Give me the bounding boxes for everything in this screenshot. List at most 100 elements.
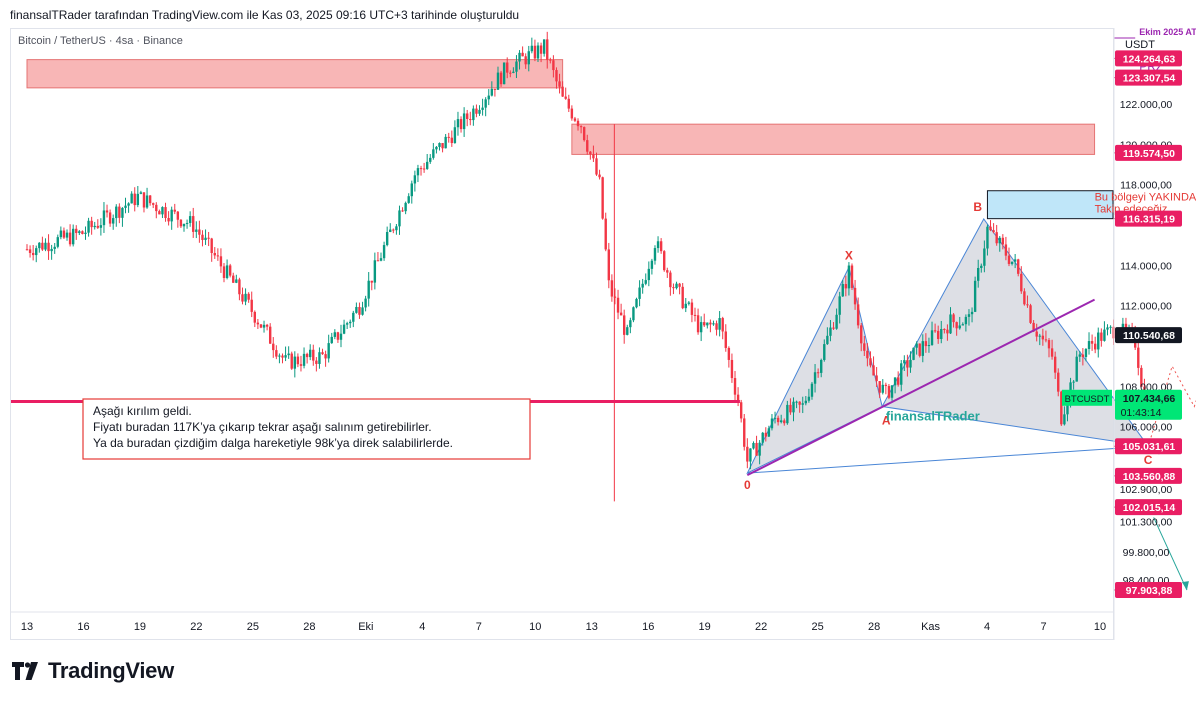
candle-body bbox=[170, 209, 173, 222]
candle-body bbox=[530, 45, 534, 52]
candle-body bbox=[84, 232, 87, 234]
candle-body bbox=[1097, 332, 1100, 350]
price-label-badge bbox=[1115, 582, 1182, 599]
candle-body bbox=[807, 396, 811, 401]
candle-body bbox=[161, 207, 164, 215]
candle-body bbox=[980, 265, 983, 268]
candle-body bbox=[305, 353, 309, 358]
candle-body bbox=[158, 211, 161, 215]
candle-body bbox=[986, 226, 989, 249]
tradingview-logo-icon bbox=[12, 662, 38, 680]
candle-body bbox=[225, 265, 229, 278]
candle-body bbox=[709, 322, 712, 325]
tradingview-brand[interactable]: TradingView bbox=[12, 658, 174, 684]
candle-body bbox=[1100, 332, 1103, 341]
candle-body bbox=[466, 113, 469, 120]
candle-body bbox=[379, 258, 383, 261]
x-tick-label: 22 bbox=[755, 621, 767, 633]
candle-body bbox=[995, 232, 998, 244]
candle-body bbox=[736, 394, 740, 403]
x-tick-label: 16 bbox=[642, 621, 654, 633]
candle-body bbox=[595, 158, 598, 175]
candle-body bbox=[99, 225, 103, 228]
candle-body bbox=[749, 448, 752, 462]
candle-body bbox=[250, 299, 253, 312]
candle-body bbox=[921, 341, 924, 356]
candle-body bbox=[875, 375, 878, 382]
candle-body bbox=[336, 332, 340, 340]
target-arrow bbox=[1153, 517, 1188, 591]
candle-body bbox=[838, 296, 841, 315]
candle-body bbox=[632, 307, 635, 321]
candle-body bbox=[253, 311, 256, 323]
candle-body bbox=[869, 358, 872, 366]
candle-body bbox=[345, 323, 349, 325]
candle-body bbox=[555, 70, 558, 82]
candle-body bbox=[176, 211, 180, 220]
candle-body bbox=[863, 343, 866, 351]
candle-body bbox=[1072, 381, 1075, 383]
candle-body bbox=[31, 252, 35, 256]
candle-body bbox=[801, 403, 804, 405]
candle-body bbox=[641, 283, 644, 288]
candle-body bbox=[188, 216, 192, 223]
candle-body bbox=[755, 442, 758, 456]
candle-body bbox=[847, 265, 851, 289]
candle-body bbox=[392, 229, 395, 231]
candle-body bbox=[881, 384, 884, 393]
candle-body bbox=[432, 149, 435, 158]
candle-body bbox=[546, 39, 549, 60]
candle-body bbox=[87, 220, 90, 233]
candle-body bbox=[743, 418, 746, 447]
candle-body bbox=[404, 202, 407, 212]
candle-body bbox=[933, 330, 937, 332]
candle-body bbox=[844, 284, 848, 289]
x-tick-label: 16 bbox=[77, 621, 89, 633]
candle-body bbox=[484, 99, 487, 108]
pattern-point-a: A bbox=[882, 414, 891, 428]
candle-body bbox=[783, 420, 786, 424]
price-label-badge bbox=[1115, 438, 1182, 455]
candle-body bbox=[407, 196, 410, 203]
candle-body bbox=[342, 324, 346, 334]
candle-body bbox=[108, 212, 112, 224]
candle-body bbox=[967, 314, 971, 317]
price-label-badge bbox=[1115, 50, 1182, 67]
x-tick-label: 13 bbox=[21, 621, 33, 633]
candle-body bbox=[256, 322, 260, 325]
price-label-badge bbox=[1115, 499, 1182, 516]
candle-body bbox=[435, 146, 438, 150]
candle-body bbox=[198, 229, 201, 235]
candle-body bbox=[998, 237, 1001, 244]
candle-body bbox=[179, 219, 183, 227]
candle-body bbox=[450, 137, 454, 144]
candle-body bbox=[139, 192, 143, 194]
candle-body bbox=[841, 284, 844, 297]
x-tick-label: 19 bbox=[134, 621, 146, 633]
candle-body bbox=[419, 168, 423, 170]
candle-body bbox=[558, 81, 561, 87]
candle-body bbox=[422, 168, 426, 170]
candle-body bbox=[1047, 340, 1051, 349]
candle-body bbox=[890, 385, 894, 398]
candle-body bbox=[813, 372, 817, 384]
candle-body bbox=[1023, 291, 1026, 305]
x-tick-label: 4 bbox=[419, 621, 425, 633]
candle-body bbox=[521, 52, 524, 57]
price-label-text: 116.315,19 bbox=[1123, 214, 1175, 226]
candle-body bbox=[582, 127, 586, 141]
candle-body bbox=[1035, 331, 1038, 337]
resistance-zone bbox=[26, 59, 564, 89]
candle-body bbox=[333, 332, 337, 337]
candle-body bbox=[924, 341, 928, 347]
harmonic-triangle-abc bbox=[881, 218, 1150, 447]
candle-body bbox=[312, 349, 315, 361]
candle-body bbox=[786, 404, 789, 424]
candle-body bbox=[579, 126, 583, 128]
candle-body bbox=[195, 229, 198, 232]
candle-body bbox=[656, 241, 660, 249]
candle-body bbox=[444, 136, 447, 149]
candle-body bbox=[693, 314, 697, 316]
candle-body bbox=[462, 113, 466, 130]
